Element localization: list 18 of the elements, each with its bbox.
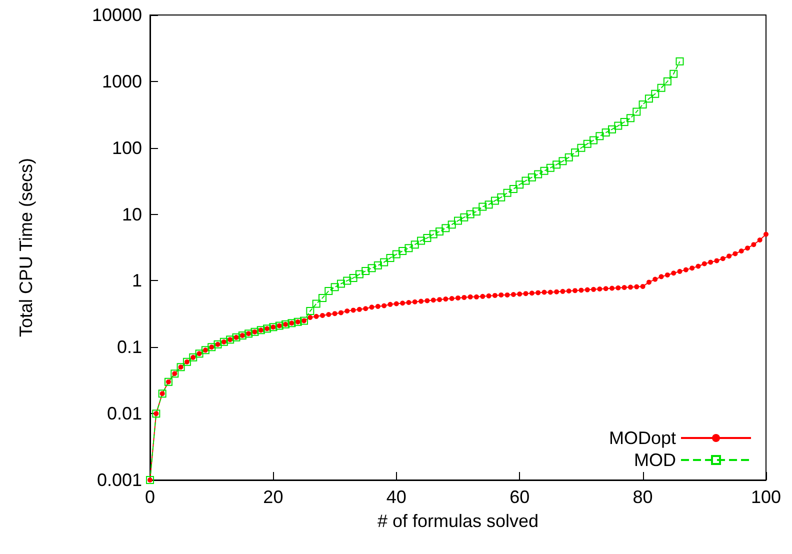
x-tick-label: 0	[144, 487, 156, 507]
x-tick-label: 100	[750, 487, 782, 507]
legend-label: MODopt	[608, 428, 676, 448]
y-tick-label: 10000	[92, 5, 142, 25]
y-tick-label: 0.01	[106, 404, 142, 424]
y-tick-label: 10	[122, 204, 142, 224]
y-axis-title: Total CPU Time (secs)	[16, 158, 36, 338]
x-tick-label: 80	[632, 487, 653, 507]
x-tick-label: 20	[263, 487, 284, 507]
y-tick-label: 0.1	[116, 337, 142, 358]
y-tick-label: 100	[112, 138, 142, 158]
legend-label: MOD	[634, 450, 676, 470]
y-tick-label: 1000	[102, 71, 142, 92]
y-tick-label: 1	[132, 270, 142, 291]
x-tick-label: 60	[510, 487, 530, 507]
x-tick-label: 40	[386, 487, 406, 507]
y-tick-label: 0.001	[96, 470, 142, 490]
x-axis-title: # of formulas solved	[377, 511, 539, 531]
